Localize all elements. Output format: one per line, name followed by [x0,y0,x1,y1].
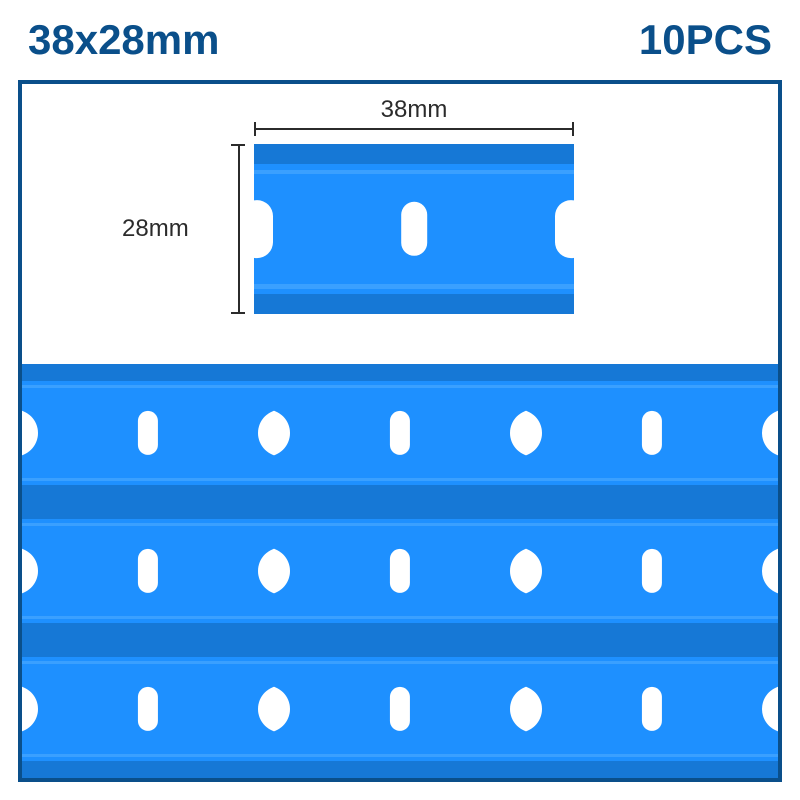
blade-item [22,502,274,640]
size-label: 38x28mm [28,16,219,64]
dimension-width-tick-left [254,122,256,136]
dimension-height-label: 28mm [122,215,189,243]
blade-item [274,640,526,778]
hero-blade [254,144,574,314]
blade-grid [22,364,778,778]
dimension-width: 38mm [254,102,574,134]
dimension-height-tick-bottom [231,312,245,314]
dimension-width-tick-right [572,122,574,136]
dimension-height: 28mm [130,144,250,314]
blade-item [526,364,778,502]
blade-item [274,502,526,640]
blade-item [22,640,274,778]
dimension-width-label: 38mm [254,96,574,124]
product-frame: 38mm 28mm [18,80,782,782]
dimension-height-tick-top [231,144,245,146]
dimension-width-line [254,128,574,130]
blade-item [526,502,778,640]
blade-item [22,364,274,502]
blade-item [526,640,778,778]
hero-area: 38mm 28mm [22,84,778,384]
dimension-height-line [238,144,240,314]
quantity-label: 10PCS [639,16,772,64]
blade-item [274,364,526,502]
